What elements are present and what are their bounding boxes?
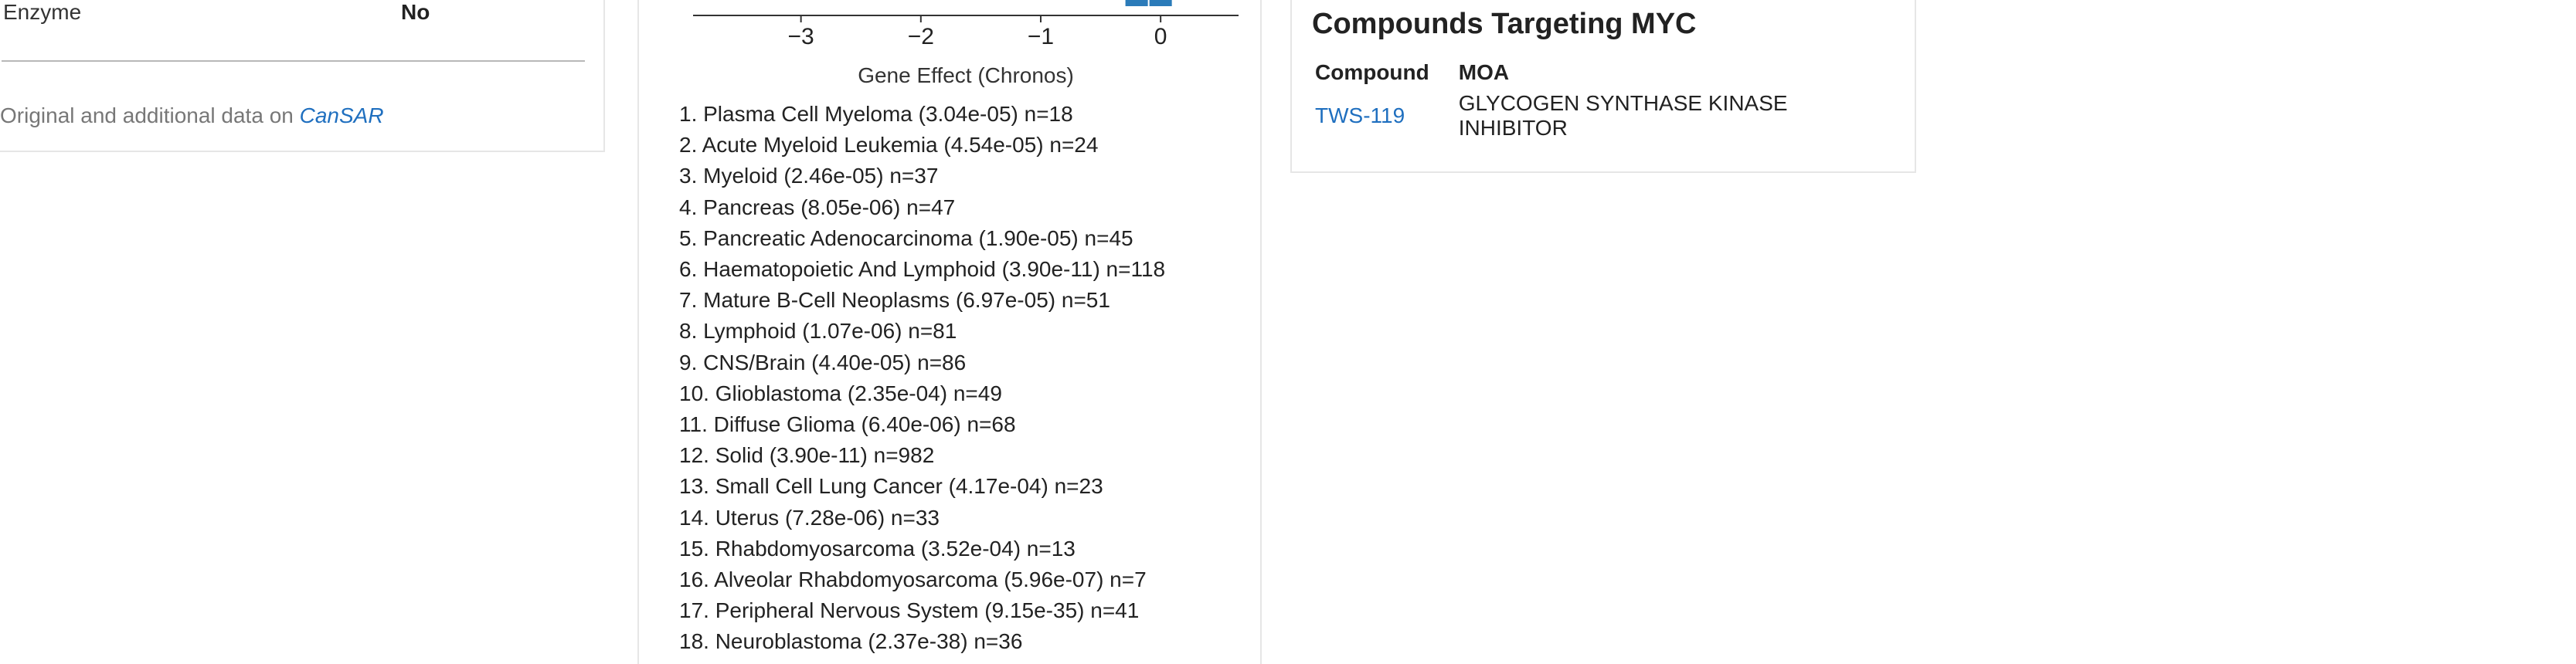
enzyme-label: Enzyme	[3, 0, 82, 24]
list-item: 3. Myeloid (2.46e-05) n=37	[679, 164, 939, 188]
x-tick-label: −3	[788, 24, 814, 49]
list-item: 10. Glioblastoma (2.35e-04) n=49	[679, 381, 1002, 405]
compounds-header-row: Compound MOA	[1315, 60, 1915, 90]
compound-column-header: Compound	[1315, 60, 1429, 84]
list-item: 2. Acute Myeloid Leukemia (4.54e-05) n=2…	[679, 133, 1099, 158]
list-item: 8. Lymphoid (1.07e-06) n=81	[679, 319, 957, 344]
x-tick-label: 0	[1154, 24, 1167, 49]
list-item: 1. Plasma Cell Myeloma (3.04e-05) n=18	[679, 102, 1073, 126]
x-axis-title: Gene Effect (Chronos)	[858, 63, 1074, 87]
list-item: 18. Neuroblastoma (2.37e-38) n=36	[679, 629, 1023, 654]
moa-cell: GLYCOGEN SYNTHASE KINASE INHIBITOR	[1458, 91, 1788, 140]
list-item: 12. Solid (3.90e-11) n=982	[679, 443, 935, 468]
moa-column-header: MOA	[1458, 60, 1510, 84]
list-item: 14. Uterus (7.28e-06) n=33	[679, 505, 940, 530]
x-tick-label: −2	[908, 24, 934, 49]
compounds-table: Compound MOA TWS-119 GLYCOGEN SYNTHASE K…	[1315, 60, 1915, 141]
enzyme-value: No	[401, 0, 430, 24]
list-item: 17. Peripheral Nervous System (9.15e-35)…	[679, 598, 1140, 623]
cansar-link[interactable]: CanSAR	[299, 103, 384, 127]
lineage-list: 1. Plasma Cell Myeloma (3.04e-05) n=18 2.…	[679, 99, 1165, 658]
compounds-title: Compounds Targeting MYC	[1312, 8, 1697, 40]
list-item: 16. Alveolar Rhabdomyosarcoma (5.96e-07)…	[679, 567, 1147, 592]
compounds-panel: Compounds Targeting MYC Compound MOA TWS…	[1290, 0, 1916, 173]
enzyme-row: Enzyme No	[2, 0, 585, 62]
compound-cell: TWS-119	[1315, 90, 1459, 141]
list-item: 15. Rhabdomyosarcoma (3.52e-04) n=13	[679, 536, 1076, 561]
list-item: 13. Small Cell Lung Cancer (4.17e-04) n=…	[679, 474, 1103, 499]
list-item: 5. Pancreatic Adenocarcinoma (1.90e-05) …	[679, 225, 1133, 250]
histogram-bar	[1149, 0, 1172, 6]
table-row: TWS-119 GLYCOGEN SYNTHASE KINASE INHIBIT…	[1315, 90, 1915, 141]
source-note: Original and additional data on CanSAR	[0, 103, 384, 128]
lineage-enrichment-panel: −3 −2 −1 0 Gene Effect (Chronos) 1. Plasma C…	[637, 0, 1262, 664]
list-item: 7. Mature B-Cell Neoplasms (6.97e-05) n=…	[679, 288, 1110, 313]
histogram-bar	[1125, 0, 1148, 6]
gene-properties-panel: Enzyme No Original and additional data o…	[0, 0, 605, 152]
compound-link[interactable]: TWS-119	[1315, 103, 1405, 127]
list-item: 4. Pancreas (8.05e-06) n=47	[679, 195, 956, 219]
source-note-text: Original and additional data on	[0, 103, 294, 127]
list-item: 6. Haematopoietic And Lymphoid (3.90e-11…	[679, 257, 1166, 282]
list-item: 9. CNS/Brain (4.40e-05) n=86	[679, 350, 967, 374]
x-tick-label: −1	[1028, 24, 1054, 49]
gene-effect-histogram: −3 −2 −1 0 Gene Effect (Chronos)	[693, 0, 1239, 87]
list-item: 11. Diffuse Glioma (6.40e-06) n=68	[679, 412, 1016, 437]
